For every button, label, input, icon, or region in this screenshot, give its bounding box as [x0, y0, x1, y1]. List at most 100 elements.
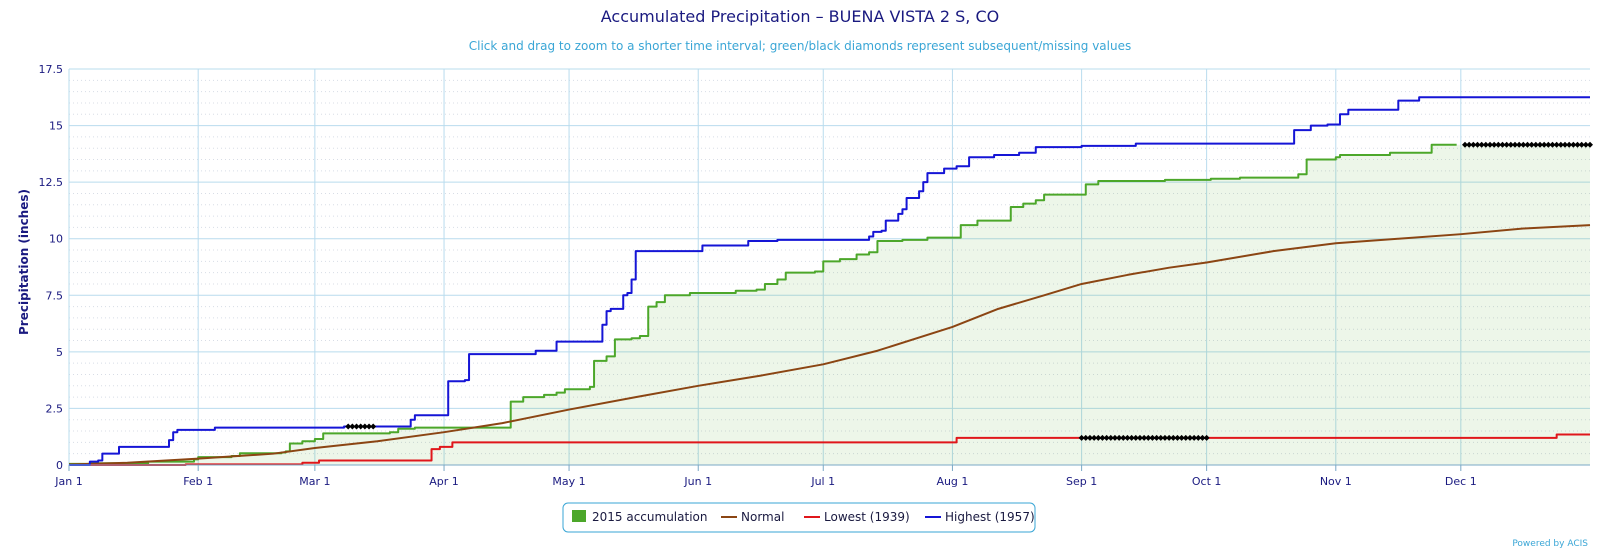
missing-value-diamond [1095, 434, 1102, 441]
missing-value-diamond [1124, 434, 1131, 441]
missing-value-diamond [1141, 434, 1148, 441]
legend-item-highest[interactable]: Highest (1957) [925, 510, 1035, 524]
missing-value-diamond [1099, 434, 1106, 441]
legend-item-lowest[interactable]: Lowest (1939) [804, 510, 910, 524]
missing-value-diamond [1470, 141, 1477, 148]
missing-value-diamond [1587, 141, 1593, 148]
missing-value-diamond [1582, 141, 1589, 148]
missing-value-diamond [1491, 141, 1498, 148]
missing-value-diamond [1103, 434, 1110, 441]
missing-value-diamond [1553, 141, 1560, 148]
legend-swatch-2015 [572, 510, 586, 522]
x-tick-label: Dec 1 [1445, 475, 1477, 488]
y-tick-label: 17.5 [39, 63, 64, 76]
missing-value-diamond [345, 423, 352, 430]
y-tick-label: 7.5 [46, 289, 64, 302]
missing-value-diamond [1524, 141, 1531, 148]
missing-value-diamond [1549, 141, 1556, 148]
missing-value-diamond [1541, 141, 1548, 148]
missing-value-diamond [1157, 434, 1164, 441]
missing-value-diamond [1503, 141, 1510, 148]
missing-value-diamond [1116, 434, 1123, 441]
missing-value-diamond [1132, 434, 1139, 441]
x-tick-label: Feb 1 [183, 475, 213, 488]
missing-value-diamond [1545, 141, 1552, 148]
missing-value-diamond [1578, 141, 1585, 148]
y-tick-label: 0 [56, 459, 63, 472]
missing-value-diamond [1536, 141, 1543, 148]
series-line-highest [69, 96, 1590, 466]
missing-value-diamond [1566, 141, 1573, 148]
missing-value-diamond [349, 423, 356, 430]
missing-value-diamond [1136, 434, 1143, 441]
x-tick-label: Nov 1 [1320, 475, 1352, 488]
missing-value-diamond [1199, 434, 1206, 441]
missing-value-diamond [1120, 434, 1127, 441]
legend-label-lowest: Lowest (1939) [824, 510, 910, 524]
missing-value-diamond [1178, 434, 1185, 441]
missing-value-diamond [1195, 434, 1202, 441]
y-tick-label: 15 [49, 120, 63, 133]
x-tick-label: Oct 1 [1192, 475, 1222, 488]
missing-value-diamond [1082, 434, 1089, 441]
missing-value-diamond [1461, 141, 1468, 148]
missing-value-diamond [1170, 434, 1177, 441]
missing-value-diamond [1107, 434, 1114, 441]
missing-value-diamond [1086, 434, 1093, 441]
missing-value-diamond [1520, 141, 1527, 148]
credit-link[interactable]: Powered by ACIS [1512, 539, 1588, 549]
missing-value-diamond [361, 423, 368, 430]
missing-value-diamond [1111, 434, 1118, 441]
missing-value-diamond [1149, 434, 1156, 441]
x-tick-label: Jan 1 [54, 475, 82, 488]
y-axis-label: Precipitation (inches) [17, 189, 31, 335]
missing-value-diamond [1128, 434, 1135, 441]
missing-value-diamond [1161, 434, 1168, 441]
legend-label-normal: Normal [741, 510, 784, 524]
legend-label-highest: Highest (1957) [945, 510, 1035, 524]
legend-box [562, 502, 1036, 533]
missing-value-diamond [1574, 141, 1581, 148]
chart-axes: 0 2.5 5 7.5 10 12.5 15 17.5 Jan 1 Feb 1 Mar 1 Apr 1… [39, 63, 1590, 488]
chart-title: Accumulated Precipitation – BUENA VISTA … [601, 7, 999, 26]
missing-value-diamond [1474, 141, 1481, 148]
x-tick-label: May 1 [552, 475, 585, 488]
missing-value-diamond [1166, 434, 1173, 441]
missing-value-diamond [1153, 434, 1160, 441]
missing-value-diamond [1482, 141, 1489, 148]
legend-item-2015[interactable]: 2015 accumulation [572, 510, 707, 524]
missing-value-diamond [1557, 141, 1564, 148]
series-area-2015 [69, 144, 1590, 465]
missing-value-diamond [1078, 434, 1085, 441]
missing-value-diamond [1466, 141, 1473, 148]
missing-value-diamond [1528, 141, 1535, 148]
legend-item-normal[interactable]: Normal [721, 510, 784, 524]
x-tick-label: Jun 1 [683, 475, 712, 488]
missing-value-diamond [1174, 434, 1181, 441]
missing-value-diamond [1186, 434, 1193, 441]
series-line-normal [68, 224, 1591, 466]
chart-subtitle: Click and drag to zoom to a shorter time… [469, 39, 1131, 53]
chart-series [68, 96, 1591, 466]
chart-legend[interactable]: 2015 accumulation Normal Lowest (1939) H… [562, 502, 1036, 533]
y-tick-label: 10 [49, 233, 63, 246]
missing-value-diamond [1191, 434, 1198, 441]
missing-value-diamond [1499, 141, 1506, 148]
legend-label-2015: 2015 accumulation [592, 510, 707, 524]
missing-value-markers [345, 141, 1593, 441]
missing-value-diamond [1145, 434, 1152, 441]
missing-value-diamond [1516, 141, 1523, 148]
missing-value-diamond [1091, 434, 1098, 441]
missing-value-diamond [1561, 141, 1568, 148]
missing-value-diamond [366, 423, 373, 430]
missing-value-diamond [1511, 141, 1518, 148]
x-tick-label: Mar 1 [299, 475, 330, 488]
y-tick-label: 2.5 [46, 402, 64, 415]
missing-value-diamond [1203, 434, 1210, 441]
plot-area [69, 69, 1590, 465]
y-tick-label: 5 [56, 346, 63, 359]
x-tick-label: Apr 1 [429, 475, 459, 488]
x-tick-label: Sep 1 [1066, 475, 1097, 488]
missing-value-diamond [1478, 141, 1485, 148]
